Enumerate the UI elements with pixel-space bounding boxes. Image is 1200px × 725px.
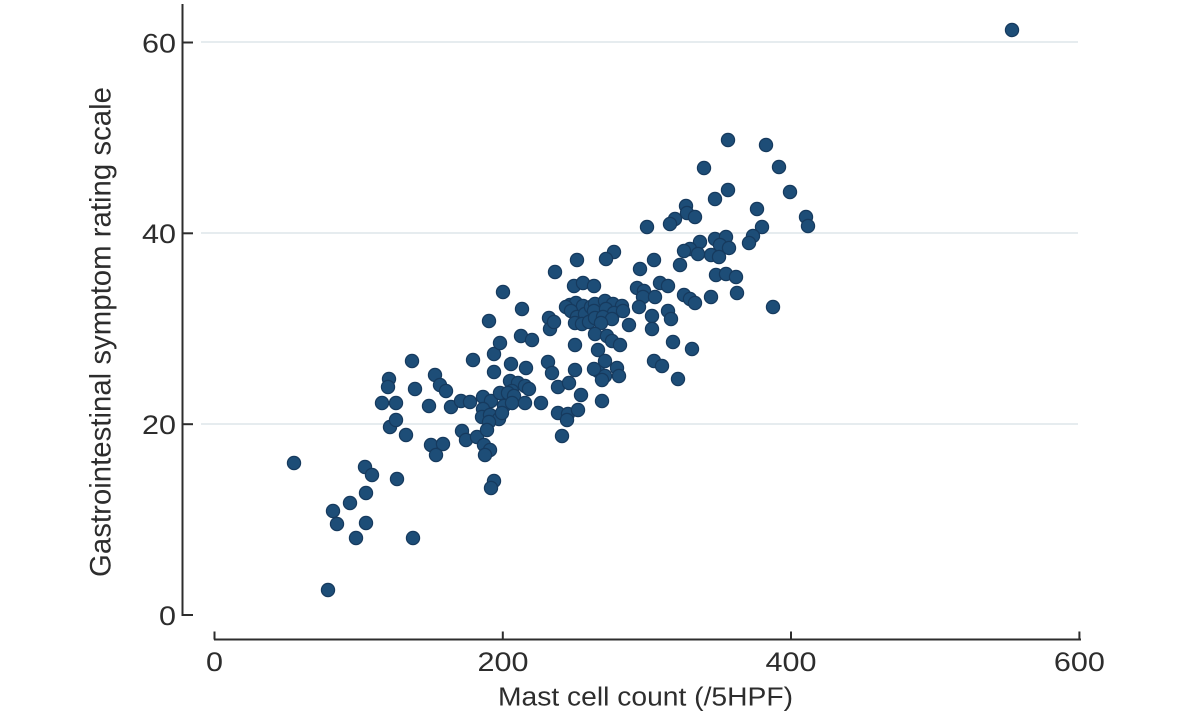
svg-text:0: 0: [159, 601, 176, 631]
svg-text:200: 200: [478, 647, 529, 677]
svg-text:60: 60: [142, 28, 176, 58]
svg-text:600: 600: [1054, 647, 1105, 677]
svg-text:0: 0: [206, 647, 223, 677]
svg-text:40: 40: [142, 219, 176, 249]
svg-text:400: 400: [766, 647, 817, 677]
svg-text:20: 20: [142, 410, 176, 440]
svg-text:Gastrointestinal symptom ratin: Gastrointestinal symptom rating scale: [84, 87, 117, 577]
svg-text:Mast cell count (/5HPF): Mast cell count (/5HPF): [498, 684, 793, 712]
